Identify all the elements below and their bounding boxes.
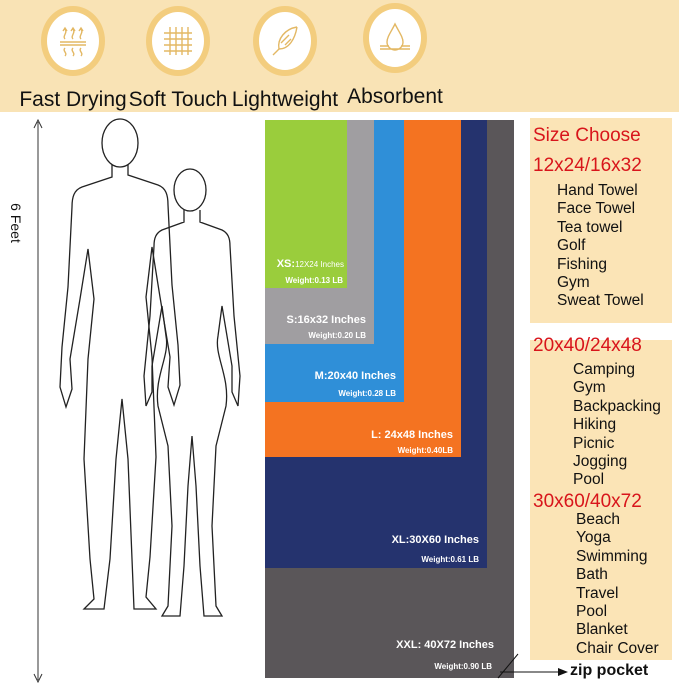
feature-label: Soft Touch <box>128 88 228 111</box>
feature-fast-drying: Fast Drying <box>8 6 138 112</box>
towel-size-label: S:16x32 Inches <box>286 314 367 326</box>
use-item: Travel <box>576 584 619 602</box>
use-item: Camping <box>573 361 636 378</box>
use-item: Hand Towel <box>557 182 638 199</box>
use-item: Sweat Towel <box>557 292 644 310</box>
feature-label: Lightweight <box>231 88 339 111</box>
use-item: Face Towel <box>557 200 636 218</box>
size-group-heading: 30x60/40x72 <box>533 491 642 512</box>
towel-weight-label: Weight:0.13 LB <box>285 276 343 285</box>
use-item: Fishing <box>557 255 607 273</box>
size-group-3-list: Beach Yoga Swimming Bath Travel Pool Bla… <box>576 511 659 658</box>
use-item: Bath <box>576 566 608 584</box>
use-item: Tea towel <box>557 218 623 236</box>
towel-size-prefix: XS: <box>276 258 296 270</box>
size-group-1-list: Hand Towel Face Towel Tea towel Golf Fis… <box>557 182 644 311</box>
zip-pocket-label: zip pocket <box>570 662 649 679</box>
use-item: Pool <box>573 471 605 489</box>
zip-pocket-arrow <box>497 653 568 679</box>
towel-weight-label: Weight:0.40LB <box>397 446 453 455</box>
use-item: Jogging <box>573 453 628 471</box>
use-item: Hiking <box>573 416 617 434</box>
feather-icon <box>272 26 298 56</box>
towel-weight-label: Weight:0.20 LB <box>308 331 366 340</box>
features-band <box>0 0 679 112</box>
height-arrow <box>33 118 43 684</box>
height-label: 6 Feet <box>7 203 24 243</box>
fabric-weave-icon <box>164 27 192 55</box>
use-item: Backpacking <box>573 397 661 415</box>
feature-label: Absorbent <box>347 85 443 108</box>
feature-lightweight: Lightweight <box>220 6 350 112</box>
towel-weight-label: Weight:0.90 LB <box>434 662 492 671</box>
use-item: Pool <box>576 603 608 621</box>
use-item: Blanket <box>576 621 628 639</box>
use-item: Beach <box>576 511 620 528</box>
towel-weight-label: Weight:0.28 LB <box>338 389 396 398</box>
use-item: Yoga <box>576 529 611 547</box>
male-figure <box>59 118 181 610</box>
size-group-3-box <box>530 490 672 660</box>
human-silhouettes <box>59 118 241 617</box>
size-group-2-box <box>530 340 672 490</box>
feature-absorbent: Absorbent <box>330 3 460 109</box>
size-title: Size Choose <box>533 125 641 146</box>
size-group-1-box <box>530 118 672 323</box>
water-drop-icon <box>380 22 410 51</box>
towel-xs: XS:12X24 Inches Weight:0.13 LB <box>265 120 347 288</box>
towel-size-label: 12X24 Inches <box>295 260 344 269</box>
use-item: Gym <box>573 379 606 397</box>
use-item: Swimming <box>576 547 648 565</box>
towel-weight-label: Weight:0.61 LB <box>421 555 479 564</box>
feature-label: Fast Drying <box>19 88 127 111</box>
female-figure <box>143 168 241 617</box>
towel-size-label: XXL: 40X72 Inches <box>396 639 494 651</box>
towel-size-label: L: 24x48 Inches <box>371 429 453 441</box>
use-item: Chair Cover <box>576 639 659 657</box>
size-group-heading: 20x40/24x48 <box>533 335 642 356</box>
towel-size-label: XL:30X60 Inches <box>391 534 479 546</box>
heat-waves-icon <box>60 26 86 57</box>
size-group-heading: 12x24/16x32 <box>533 155 642 176</box>
use-item: Golf <box>557 237 586 255</box>
use-item: Gym <box>557 274 590 292</box>
feature-soft-touch: Soft Touch <box>113 6 243 112</box>
size-group-2-list: Camping Gym Backpacking Hiking Picnic Jo… <box>573 361 661 490</box>
towel-size-label: M:20x40 Inches <box>314 370 396 382</box>
use-item: Picnic <box>573 434 615 452</box>
